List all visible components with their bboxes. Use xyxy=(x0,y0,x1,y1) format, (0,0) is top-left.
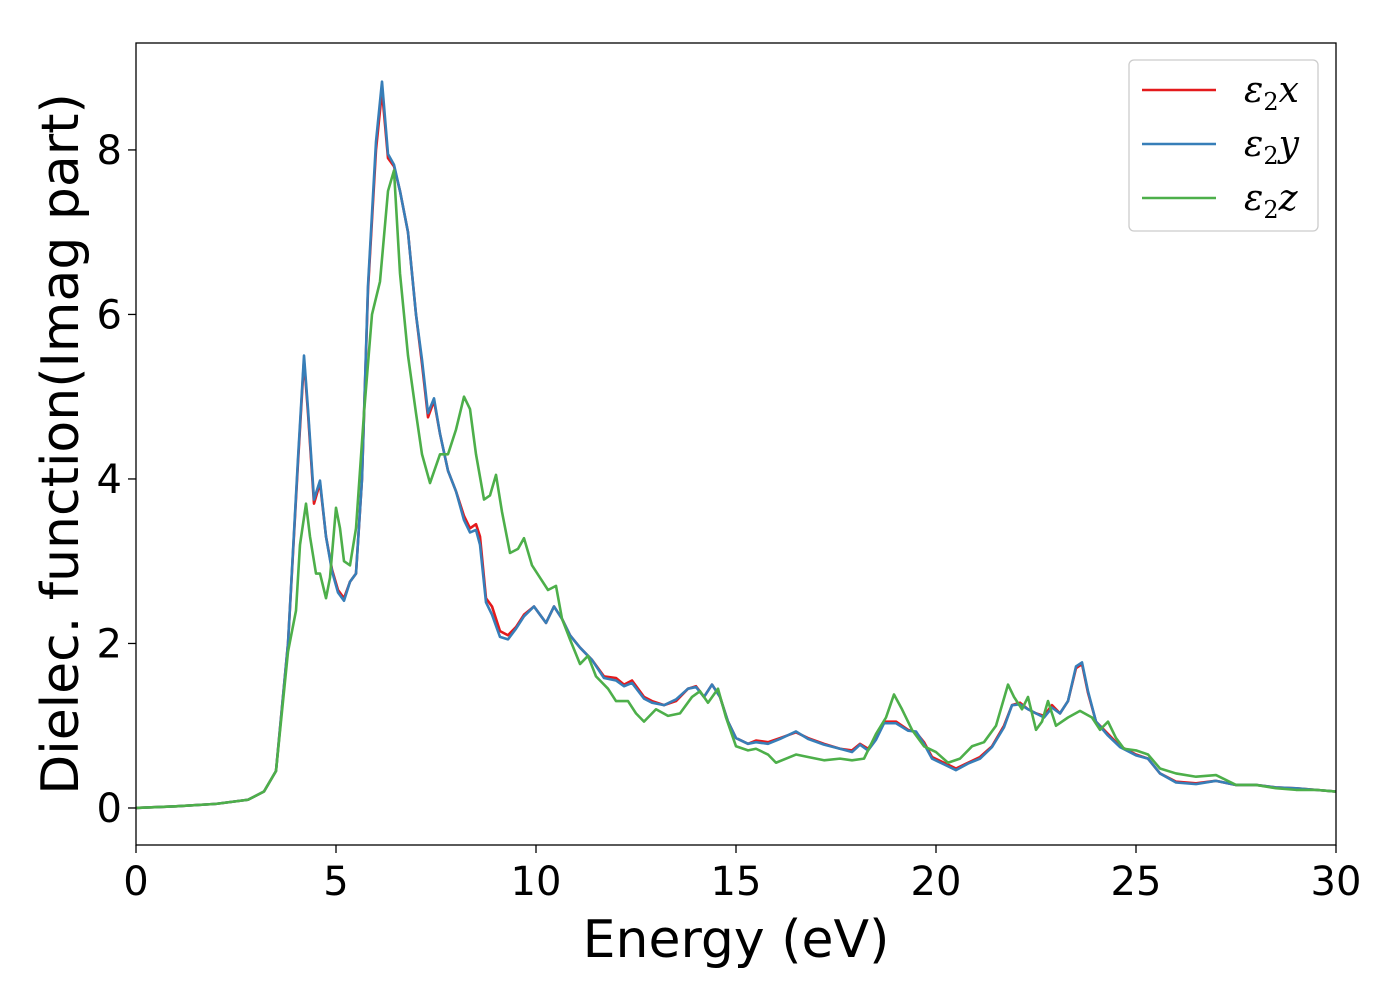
x-tick-label: 20 xyxy=(911,859,962,905)
legend: ε2x ε2y ε2z xyxy=(1128,59,1319,232)
x-tick-label: 30 xyxy=(1311,859,1362,905)
x-tick-label: 25 xyxy=(1111,859,1162,905)
y-tick-label: 0 xyxy=(97,786,122,832)
y-tick-label: 8 xyxy=(97,128,122,174)
y-tick-label: 6 xyxy=(97,292,122,338)
y-tick-label: 4 xyxy=(97,457,122,503)
x-axis-label: Energy (eV) xyxy=(583,910,890,970)
x-tick-label: 0 xyxy=(123,859,148,905)
y-axis-ticks: 0 2 4 6 8 xyxy=(97,128,136,832)
x-tick-label: 5 xyxy=(323,859,348,905)
legend-entry-z: ε2z xyxy=(1244,178,1299,224)
x-tick-label: 15 xyxy=(711,859,762,905)
legend-entry-y: ε2y xyxy=(1244,124,1300,170)
legend-entry-x: ε2x xyxy=(1244,70,1299,116)
series-line-y xyxy=(136,80,1336,810)
x-tick-label: 10 xyxy=(511,859,562,905)
y-axis-label: Dielec. function(Imag part) xyxy=(31,93,91,795)
series-layer xyxy=(136,80,1336,810)
legend-frame xyxy=(1128,59,1319,232)
x-axis-ticks: 0 5 10 15 20 25 30 xyxy=(123,845,1361,905)
y-tick-label: 2 xyxy=(97,621,122,667)
series-line-z xyxy=(136,169,1336,810)
